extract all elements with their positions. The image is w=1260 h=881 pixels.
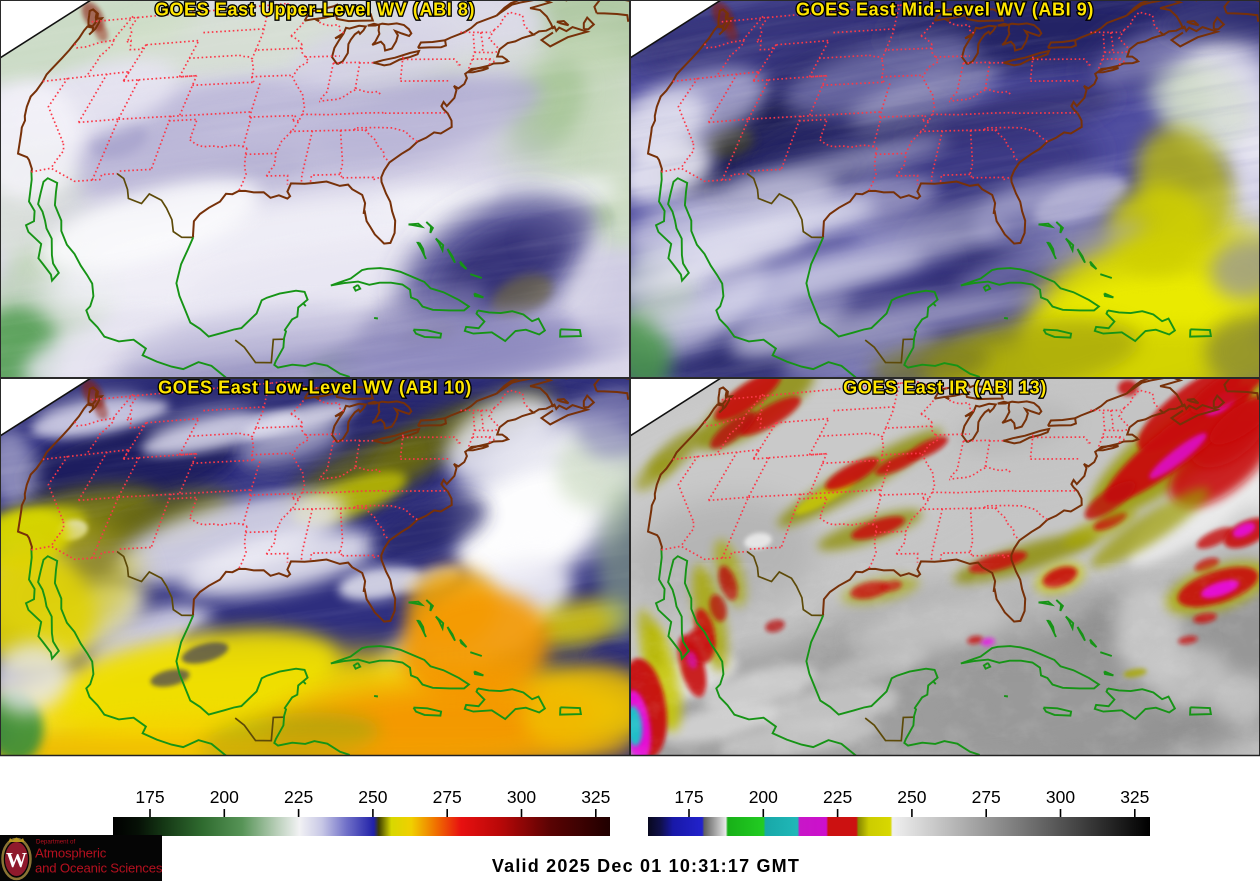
svg-text:175: 175 — [135, 787, 164, 807]
svg-text:225: 225 — [284, 787, 313, 807]
svg-text:225: 225 — [823, 787, 852, 807]
svg-text:275: 275 — [433, 787, 462, 807]
svg-text:W: W — [6, 848, 27, 872]
svg-text:GOES East Mid-Level WV (ABI 9): GOES East Mid-Level WV (ABI 9) — [796, 0, 1094, 20]
svg-text:GOES East Low-Level WV (ABI 10: GOES East Low-Level WV (ABI 10) — [158, 378, 472, 398]
svg-text:175: 175 — [674, 787, 703, 807]
svg-text:Department of: Department of — [36, 839, 75, 846]
svg-text:GOES East Upper-Level WV (ABI: GOES East Upper-Level WV (ABI 8) — [155, 0, 475, 20]
svg-text:GOES East IR (ABI 13): GOES East IR (ABI 13) — [843, 378, 1047, 398]
svg-text:and Oceanic Sciences: and Oceanic Sciences — [35, 861, 163, 876]
svg-text:325: 325 — [581, 787, 610, 807]
svg-text:250: 250 — [358, 787, 387, 807]
svg-text:300: 300 — [507, 787, 536, 807]
svg-text:200: 200 — [749, 787, 778, 807]
svg-text:325: 325 — [1120, 787, 1149, 807]
svg-text:275: 275 — [972, 787, 1001, 807]
svg-text:300: 300 — [1046, 787, 1075, 807]
svg-text:Valid 2025 Dec 01 10:31:17 GMT: Valid 2025 Dec 01 10:31:17 GMT — [492, 856, 800, 876]
svg-text:200: 200 — [210, 787, 239, 807]
svg-text:250: 250 — [897, 787, 926, 807]
svg-text:Atmospheric: Atmospheric — [35, 846, 107, 861]
